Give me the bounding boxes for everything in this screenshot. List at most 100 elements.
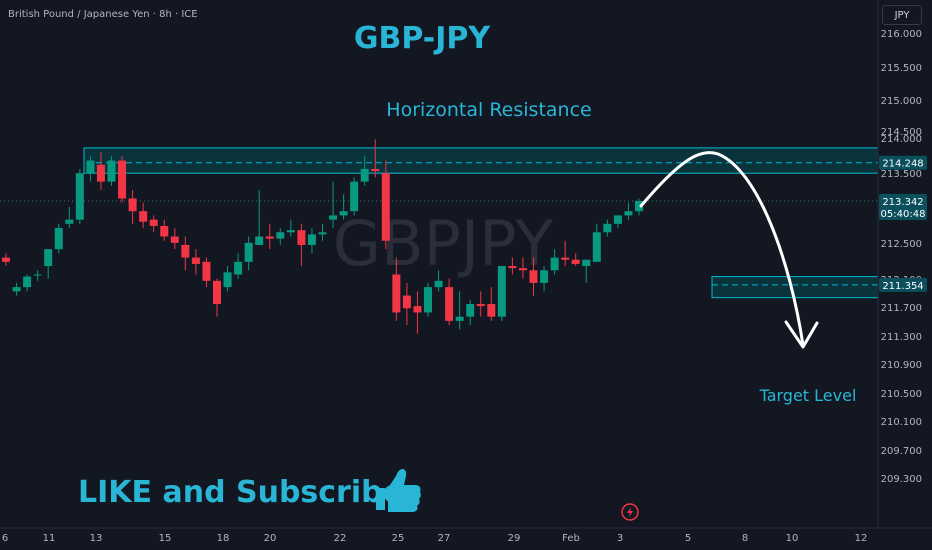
candle-body <box>329 215 338 220</box>
lightning-icon[interactable] <box>621 503 639 521</box>
candle-body <box>413 306 422 313</box>
candle-body <box>96 164 105 182</box>
candle-body <box>107 160 116 182</box>
candle <box>170 228 179 250</box>
candle-body <box>223 272 232 288</box>
time-tick-label: 5 <box>685 533 691 544</box>
candle <box>2 253 10 267</box>
candle <box>118 156 127 203</box>
candle-body <box>434 280 443 288</box>
candle-body <box>497 266 506 317</box>
candle-body <box>624 211 633 216</box>
candle-body <box>476 304 485 307</box>
candle-body <box>339 211 348 216</box>
candle <box>307 228 316 254</box>
candle-body <box>213 280 221 305</box>
candle-body <box>139 211 148 222</box>
price-tick-label: 212.500 <box>881 239 922 250</box>
candle <box>624 202 633 220</box>
price-tag-value: 211.354 <box>882 281 923 292</box>
candle <box>339 194 348 220</box>
candle-body <box>424 287 432 313</box>
candle-body <box>286 230 295 233</box>
candles <box>2 139 643 334</box>
candle-body <box>65 219 74 224</box>
symbol-watermark: GBPJPY <box>333 207 553 280</box>
candle <box>582 259 591 283</box>
candle-body <box>234 261 243 275</box>
candle <box>445 278 454 326</box>
candle <box>107 156 116 186</box>
candle <box>518 257 527 279</box>
target-zone[interactable] <box>711 276 879 299</box>
time-tick-label: 20 <box>264 533 277 544</box>
candle-body <box>307 234 316 245</box>
price-tick-label: 209.300 <box>881 474 922 485</box>
candle-body <box>518 268 527 271</box>
candle <box>286 219 295 237</box>
price-tag-bg <box>879 277 927 292</box>
candle-body <box>2 257 10 262</box>
candle <box>434 270 443 292</box>
time-tick-label: 10 <box>786 533 799 544</box>
symbol-header: British Pound / Japanese Yen · 8h · ICE <box>8 9 198 20</box>
candle <box>160 219 169 241</box>
candle <box>402 282 411 326</box>
candle-body <box>191 257 200 264</box>
candle <box>413 291 422 334</box>
projection-arrow <box>639 151 819 349</box>
candle-body <box>170 236 179 243</box>
candle-body <box>360 168 369 182</box>
candle <box>96 152 105 191</box>
thumbs-up-icon <box>376 469 421 512</box>
candle <box>508 257 517 275</box>
candle <box>276 228 285 245</box>
candle-body <box>318 232 327 235</box>
price-tick-label: 211.700 <box>881 303 922 314</box>
price-tick-label: 214.000 <box>881 134 922 145</box>
candle <box>497 266 506 321</box>
price-tick-label: 209.700 <box>881 446 922 457</box>
resistance-zone[interactable] <box>83 147 879 174</box>
candle-body <box>276 232 285 239</box>
candle <box>561 240 570 267</box>
zones <box>0 147 879 299</box>
time-axis[interactable]: 6 11 13 15 18 20 22 25 27 29 Feb 3 5 8 10 12 <box>0 527 932 544</box>
candle <box>65 206 74 229</box>
candle-body <box>540 270 549 283</box>
candle <box>318 223 327 241</box>
currency-button[interactable]: JPY <box>882 5 922 25</box>
candle-body <box>550 257 559 271</box>
time-tick-label: 3 <box>617 533 623 544</box>
candle-body <box>128 198 137 212</box>
projection-arrowhead <box>784 320 819 349</box>
candle-body <box>603 223 612 233</box>
time-tick-label: 22 <box>334 533 347 544</box>
price-tick-label: 211.300 <box>881 332 922 343</box>
time-tick-label: 29 <box>508 533 521 544</box>
candle-body <box>455 316 464 321</box>
price-tick-label: 213.500 <box>881 169 922 180</box>
candle-body <box>635 200 643 212</box>
time-tick-label: Feb <box>562 533 580 544</box>
candle <box>360 156 369 186</box>
candle-body <box>371 168 380 172</box>
candle-body <box>181 244 190 258</box>
candle <box>371 139 380 178</box>
candle-body <box>402 295 411 309</box>
candle <box>213 278 221 317</box>
price-tick-label: 216.000 <box>881 29 922 40</box>
candle <box>234 253 243 279</box>
candle <box>635 198 643 216</box>
candle <box>603 219 612 237</box>
candle <box>139 202 148 229</box>
candle <box>265 223 274 250</box>
candle <box>466 299 475 326</box>
candle-body <box>244 242 253 262</box>
candle-body <box>75 173 84 220</box>
candle <box>23 274 32 292</box>
price-axis-bg <box>878 0 932 528</box>
